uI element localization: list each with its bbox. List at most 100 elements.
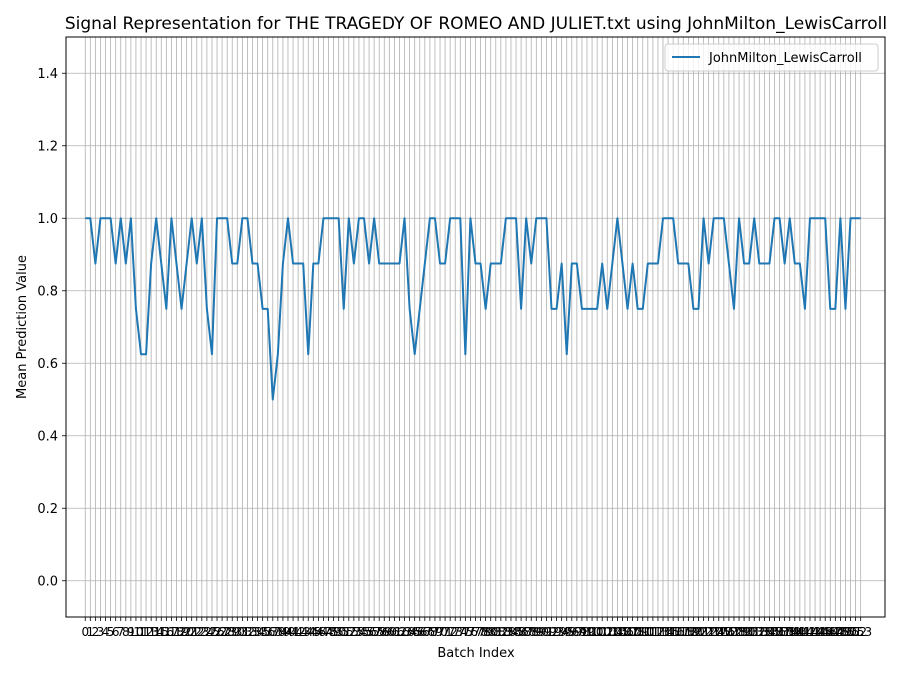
x-tick-label: 42	[290, 625, 305, 639]
x-tick-label: 129	[728, 625, 751, 639]
x-tick-label: 123	[697, 625, 720, 639]
x-tick-label: 9	[127, 625, 135, 639]
x-tick-label: 128	[723, 625, 746, 639]
x-tick-label: 13	[144, 625, 159, 639]
x-tick-label: 107	[616, 625, 639, 639]
x-tick-label: 90	[534, 625, 549, 639]
legend: JohnMilton_LewisCarroll	[664, 43, 879, 72]
x-tick-label: 44	[301, 625, 316, 639]
x-tick-label: 84	[503, 625, 518, 639]
x-tick-label: 102	[591, 625, 614, 639]
x-tick-label: 83	[498, 625, 513, 639]
x-tick-label: 61	[387, 625, 402, 639]
x-tick-label: 89	[529, 625, 544, 639]
x-tick-label: 21	[184, 625, 199, 639]
x-tick-label: 30	[230, 625, 245, 639]
x-tick-label: 94	[554, 625, 569, 639]
x-tick-label: 152	[844, 625, 867, 639]
x-tick-label: 119	[677, 625, 700, 639]
x-tick-label: 36	[260, 625, 275, 639]
x-tick-label: 57	[366, 625, 381, 639]
x-tick-label: 149	[829, 625, 852, 639]
y-axis-ticks: 0.0 0.2 0.4 0.6 0.8 1.0 1.2 1.4	[37, 67, 66, 589]
x-tick-label: 105	[606, 625, 629, 639]
x-tick-label: 73	[448, 625, 463, 639]
x-tick-label: 150	[834, 625, 857, 639]
x-tick-label: 45	[306, 625, 321, 639]
x-gridlines	[84, 37, 862, 617]
x-tick-label: 131	[738, 625, 761, 639]
x-tick-label: 26	[209, 625, 224, 639]
plot-frame	[65, 36, 886, 618]
x-tick-label: 11	[133, 625, 148, 639]
x-tick-label: 20	[179, 625, 194, 639]
x-tick-label: 142	[793, 625, 816, 639]
x-tick-label: 153	[849, 625, 872, 639]
y-tick-label: 1.4	[37, 67, 58, 82]
x-tick-label: 81	[488, 625, 503, 639]
x-tick-label: 76	[463, 625, 478, 639]
x-tick-label: 52	[341, 625, 356, 639]
x-tick-label: 145	[809, 625, 832, 639]
x-tick-label: 66	[412, 625, 427, 639]
y-tick-label: 0.2	[37, 502, 58, 517]
x-tick-label: 72	[443, 625, 458, 639]
x-tick-label: 74	[453, 625, 468, 639]
x-tick-label: 146	[814, 625, 837, 639]
x-tick-label: 85	[508, 625, 523, 639]
y-tick-label: 0.4	[37, 429, 58, 444]
x-tick-label: 58	[372, 625, 387, 639]
x-tick-label: 39	[275, 625, 290, 639]
x-tick-label: 132	[743, 625, 766, 639]
x-tick-label: 8	[122, 625, 130, 639]
x-tick-label: 60	[382, 625, 397, 639]
x-tick-label: 49	[326, 625, 341, 639]
x-tick-label: 18	[169, 625, 184, 639]
x-tick-label: 33	[245, 625, 260, 639]
x-tick-label: 108	[621, 625, 644, 639]
x-tick-label: 46	[311, 625, 326, 639]
x-tick-label: 32	[240, 625, 255, 639]
x-tick-label: 86	[513, 625, 528, 639]
x-tick-label: 88	[524, 625, 539, 639]
x-tick-label: 53	[346, 625, 361, 639]
x-tick-label: 143	[799, 625, 822, 639]
x-tick-label: 104	[601, 625, 624, 639]
x-tick-label: 111	[636, 625, 659, 639]
x-tick-label: 62	[392, 625, 407, 639]
x-tick-label: 110	[631, 625, 654, 639]
x-tick-label: 17	[164, 625, 179, 639]
y-tick-label: 1.2	[37, 139, 58, 154]
x-tick-label: 31	[235, 625, 250, 639]
x-tick-label: 0	[81, 625, 89, 639]
x-tick-label: 79	[478, 625, 493, 639]
chart-title: Signal Representation for THE TRAGEDY OF…	[65, 14, 887, 34]
x-tick-label: 1	[87, 625, 95, 639]
x-tick-label: 28	[220, 625, 235, 639]
x-tick-label: 93	[549, 625, 564, 639]
x-tick-label: 67	[417, 625, 432, 639]
x-tick-label: 117	[667, 625, 690, 639]
x-tick-label: 100	[581, 625, 604, 639]
x-tick-label: 103	[596, 625, 619, 639]
x-tick-label: 7	[117, 625, 125, 639]
x-tick-label: 95	[559, 625, 574, 639]
x-tick-label: 130	[733, 625, 756, 639]
x-tick-label: 10	[128, 625, 143, 639]
x-tick-label: 114	[652, 625, 675, 639]
x-tick-label: 80	[483, 625, 498, 639]
x-tick-label: 15	[154, 625, 169, 639]
x-tick-label: 124	[702, 625, 725, 639]
x-tick-label: 25	[204, 625, 219, 639]
x-tick-label: 97	[569, 625, 584, 639]
x-tick-label: 69	[427, 625, 442, 639]
x-tick-label: 59	[377, 625, 392, 639]
x-tick-label: 75	[458, 625, 473, 639]
x-tick-label: 106	[611, 625, 634, 639]
x-tick-label: 109	[626, 625, 649, 639]
x-tick-label: 151	[839, 625, 862, 639]
x-tick-label: 35	[255, 625, 270, 639]
x-tick-label: 54	[351, 625, 366, 639]
x-tick-label: 43	[296, 625, 311, 639]
